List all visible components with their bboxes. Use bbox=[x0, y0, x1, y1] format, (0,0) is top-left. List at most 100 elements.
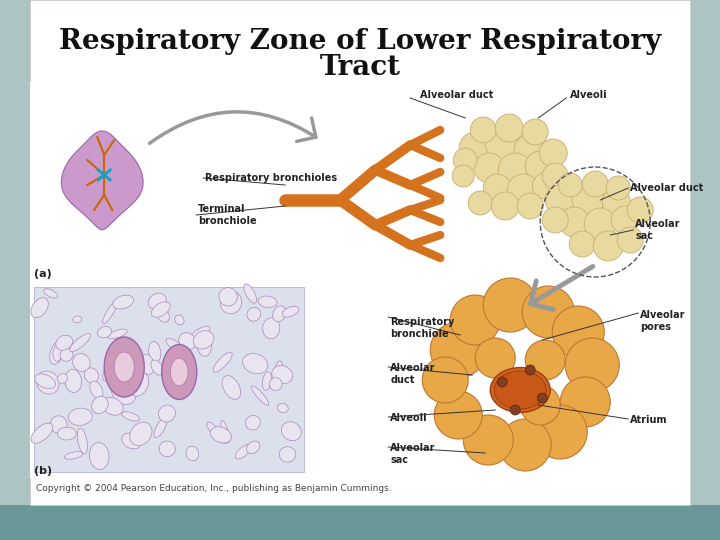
Ellipse shape bbox=[282, 306, 299, 317]
Ellipse shape bbox=[102, 397, 123, 415]
Ellipse shape bbox=[140, 354, 154, 375]
Text: Terminal
bronchiole: Terminal bronchiole bbox=[198, 204, 257, 226]
Text: (a): (a) bbox=[35, 269, 52, 279]
Ellipse shape bbox=[103, 356, 117, 381]
Ellipse shape bbox=[127, 363, 133, 377]
Circle shape bbox=[514, 134, 546, 166]
Ellipse shape bbox=[221, 420, 229, 443]
Ellipse shape bbox=[197, 333, 212, 356]
Ellipse shape bbox=[494, 371, 546, 409]
Ellipse shape bbox=[222, 376, 240, 400]
Text: Respiratory
bronchiole: Respiratory bronchiole bbox=[390, 317, 454, 339]
Circle shape bbox=[483, 174, 511, 202]
Ellipse shape bbox=[122, 347, 137, 366]
Circle shape bbox=[499, 419, 552, 471]
Circle shape bbox=[559, 207, 589, 237]
Circle shape bbox=[606, 176, 630, 200]
Circle shape bbox=[483, 278, 537, 332]
Circle shape bbox=[498, 153, 532, 187]
Ellipse shape bbox=[162, 345, 197, 400]
Ellipse shape bbox=[213, 352, 233, 372]
Ellipse shape bbox=[171, 358, 188, 386]
Text: (b): (b) bbox=[35, 466, 53, 476]
Circle shape bbox=[498, 377, 507, 387]
Circle shape bbox=[542, 207, 568, 233]
Text: Alveoli: Alveoli bbox=[570, 90, 608, 100]
Circle shape bbox=[545, 185, 575, 215]
Ellipse shape bbox=[35, 374, 55, 389]
Ellipse shape bbox=[210, 427, 231, 443]
Bar bbox=[35, 287, 305, 472]
Circle shape bbox=[539, 139, 567, 167]
Circle shape bbox=[582, 171, 608, 197]
Circle shape bbox=[534, 405, 588, 459]
Circle shape bbox=[570, 231, 595, 257]
Circle shape bbox=[617, 227, 643, 253]
Text: Alveolar duct: Alveolar duct bbox=[420, 90, 493, 100]
Circle shape bbox=[450, 295, 500, 345]
Ellipse shape bbox=[73, 316, 82, 323]
Ellipse shape bbox=[122, 433, 141, 449]
Text: Alveoli: Alveoli bbox=[390, 413, 428, 423]
Ellipse shape bbox=[277, 403, 288, 413]
Ellipse shape bbox=[274, 361, 283, 383]
Ellipse shape bbox=[171, 373, 181, 382]
Circle shape bbox=[431, 322, 486, 378]
Circle shape bbox=[422, 357, 468, 403]
Ellipse shape bbox=[60, 348, 73, 361]
Ellipse shape bbox=[148, 293, 166, 310]
Circle shape bbox=[584, 208, 616, 240]
Ellipse shape bbox=[68, 408, 92, 426]
Circle shape bbox=[593, 231, 624, 261]
Ellipse shape bbox=[114, 352, 134, 382]
Ellipse shape bbox=[89, 443, 109, 469]
Ellipse shape bbox=[193, 330, 214, 349]
Ellipse shape bbox=[216, 428, 229, 443]
Text: Alveolar duct: Alveolar duct bbox=[630, 183, 703, 193]
Ellipse shape bbox=[235, 444, 251, 459]
Text: Respiratory bronchioles: Respiratory bronchioles bbox=[205, 173, 338, 183]
Text: Atrium: Atrium bbox=[630, 415, 667, 425]
Ellipse shape bbox=[44, 289, 58, 298]
Circle shape bbox=[495, 114, 523, 142]
Circle shape bbox=[507, 174, 539, 206]
Bar bbox=[0, 505, 720, 540]
Ellipse shape bbox=[262, 372, 271, 390]
Text: Alveolar
pores: Alveolar pores bbox=[640, 310, 685, 332]
Ellipse shape bbox=[97, 326, 112, 338]
Circle shape bbox=[517, 193, 544, 219]
Ellipse shape bbox=[58, 427, 76, 440]
Ellipse shape bbox=[55, 335, 73, 350]
Ellipse shape bbox=[179, 333, 196, 350]
Ellipse shape bbox=[269, 377, 282, 390]
Ellipse shape bbox=[108, 329, 127, 339]
Ellipse shape bbox=[103, 301, 117, 324]
Ellipse shape bbox=[73, 354, 90, 372]
Circle shape bbox=[526, 340, 565, 380]
Text: Alveolar
sac: Alveolar sac bbox=[635, 219, 680, 241]
Ellipse shape bbox=[154, 417, 167, 437]
Circle shape bbox=[522, 119, 548, 145]
Circle shape bbox=[552, 306, 604, 358]
Circle shape bbox=[452, 165, 474, 187]
Text: Respiratory Zone of Lower Respiratory: Respiratory Zone of Lower Respiratory bbox=[59, 28, 661, 55]
Ellipse shape bbox=[65, 451, 83, 459]
Ellipse shape bbox=[243, 354, 268, 374]
Ellipse shape bbox=[70, 334, 91, 352]
Ellipse shape bbox=[77, 428, 87, 454]
FancyArrowPatch shape bbox=[531, 266, 593, 309]
Ellipse shape bbox=[219, 288, 238, 306]
Ellipse shape bbox=[251, 386, 269, 406]
Ellipse shape bbox=[84, 368, 99, 383]
Ellipse shape bbox=[159, 441, 176, 457]
Ellipse shape bbox=[50, 341, 64, 364]
Circle shape bbox=[459, 132, 491, 164]
Text: Alveolar
sac: Alveolar sac bbox=[390, 443, 436, 464]
Circle shape bbox=[542, 163, 568, 189]
Text: Alveolar
duct: Alveolar duct bbox=[390, 363, 436, 384]
Circle shape bbox=[468, 191, 492, 215]
Ellipse shape bbox=[279, 447, 296, 462]
Circle shape bbox=[522, 286, 575, 338]
Circle shape bbox=[485, 125, 521, 161]
Bar bbox=[30, 82, 690, 285]
